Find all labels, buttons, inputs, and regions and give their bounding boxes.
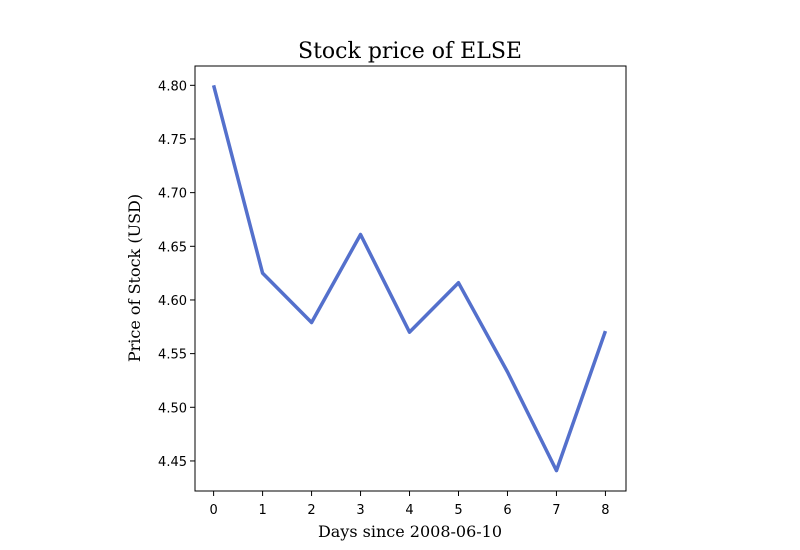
y-tick-label: 4.55	[158, 348, 187, 363]
series-layer	[211, 84, 608, 473]
x-tick-label: 4	[405, 503, 413, 518]
y-tick-label: 4.75	[158, 133, 187, 148]
x-tick-label: 2	[307, 503, 315, 518]
y-tick-label: 4.45	[158, 455, 187, 470]
y-tick-label: 4.60	[158, 294, 187, 309]
y-tick-label: 4.50	[158, 401, 187, 416]
x-tick-label: 0	[209, 503, 217, 518]
x-tick-label: 8	[601, 503, 609, 518]
x-tick-label: 7	[552, 503, 560, 518]
y-axis: 4.45 4.50 4.55 4.60 4.65 4.70 4.75 4.80	[158, 79, 195, 470]
y-axis-label: Price of Stock (USD)	[125, 194, 144, 362]
y-tick-label: 4.80	[158, 79, 187, 94]
plot-area	[194, 65, 627, 492]
x-tick-label: 5	[454, 503, 462, 518]
x-axis: 0 1 2 3 4 5 6 7 8	[209, 491, 610, 518]
chart-title: Stock price of ELSE	[298, 39, 522, 64]
x-tick-label: 6	[503, 503, 511, 518]
y-tick-label: 4.65	[158, 240, 187, 255]
x-tick-label: 3	[356, 503, 364, 518]
x-tick-label: 1	[258, 503, 266, 518]
y-tick-label: 4.70	[158, 187, 187, 202]
series-line	[211, 84, 608, 473]
x-axis-label: Days since 2008-06-10	[318, 522, 502, 541]
